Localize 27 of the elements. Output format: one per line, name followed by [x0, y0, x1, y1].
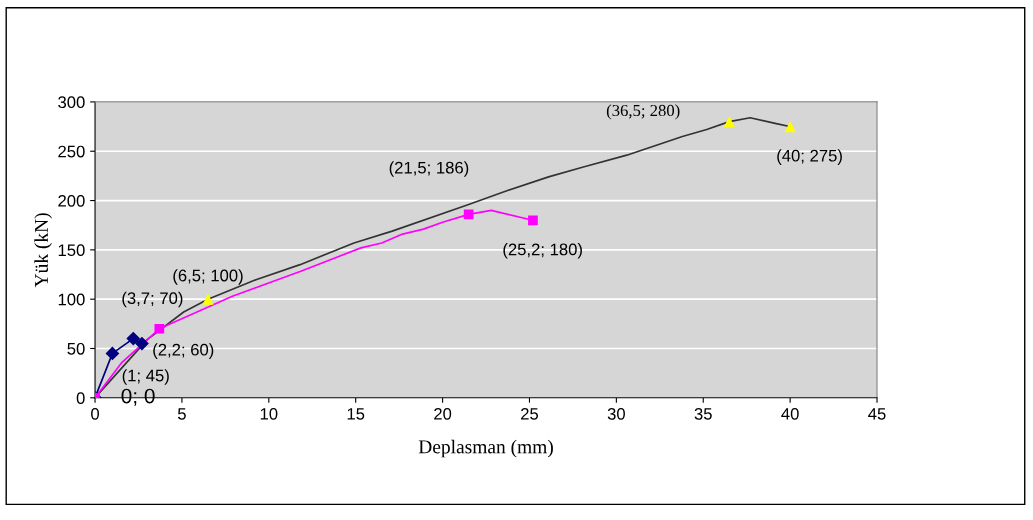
y-tick-label: 50: [67, 342, 85, 355]
x-axis-title: Deplasman (mm): [418, 439, 553, 458]
annotation: (2,2; 60): [153, 343, 214, 359]
y-tick-label: 200: [58, 194, 85, 207]
x-tick-label: 40: [781, 407, 799, 420]
annotation: (25,2; 180): [503, 243, 582, 259]
x-tick-label: 45: [868, 408, 886, 420]
y-tick-label: 100: [58, 293, 85, 306]
x-tick-label: 10: [260, 407, 278, 420]
y-tick-label: 250: [58, 145, 85, 158]
x-tick-label: 25: [521, 407, 539, 420]
y-axis-title: Yük (kN): [34, 213, 52, 288]
x-tick-label: 35: [694, 407, 712, 420]
x-tick-label: 5: [177, 408, 186, 420]
annotation: (3,7; 70): [122, 291, 183, 308]
annotation: (36,5; 280): [606, 104, 680, 120]
x-tick-label: 30: [607, 407, 625, 420]
x-tick-label: 15: [347, 408, 365, 420]
annotation: (21,5; 186): [389, 161, 469, 177]
annotation: (40; 275): [777, 149, 842, 165]
annotation: (1; 45): [122, 369, 169, 385]
y-tick-label: 150: [58, 244, 85, 257]
y-tick-label: 300: [58, 96, 85, 109]
x-tick-label: 0: [91, 407, 100, 420]
annotation: (6,5; 100): [173, 269, 243, 285]
y-tick-label: 0: [76, 392, 85, 404]
x-tick-label: 20: [434, 407, 452, 420]
